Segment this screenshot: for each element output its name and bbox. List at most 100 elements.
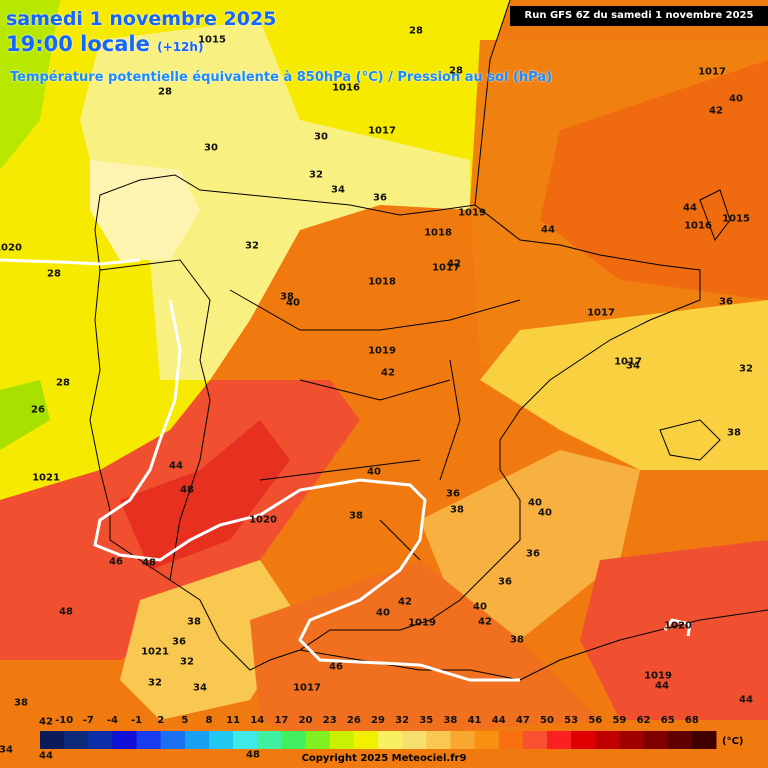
map-value-label: 28 xyxy=(409,25,423,37)
map-value-label: 32 xyxy=(148,677,162,689)
legend-swatch xyxy=(498,731,524,749)
legend-swatch xyxy=(547,731,572,749)
legend-tick-label: 11 xyxy=(226,715,241,726)
field-red-se xyxy=(580,540,768,720)
legend-swatch xyxy=(160,731,186,749)
legend-tick-label: -7 xyxy=(82,715,94,726)
legend-tick-label: -10 xyxy=(55,715,74,726)
field-light-yellow xyxy=(80,20,470,380)
legend-swatch xyxy=(691,731,717,749)
map-value-label: 1019 xyxy=(644,670,672,682)
legend-swatch xyxy=(667,731,693,749)
legend-swatch xyxy=(619,731,645,749)
map-value-label: 38 xyxy=(14,697,28,709)
map-value-label: 38 xyxy=(187,616,201,628)
map-value-label: 1020 xyxy=(664,620,692,632)
legend-tick-label: -4 xyxy=(106,715,118,726)
legend-unit: (°C) xyxy=(722,736,744,747)
map-value-label: 1017 xyxy=(293,682,321,694)
map-value-label: 36 xyxy=(719,296,733,308)
island-mallorca xyxy=(659,419,721,461)
map-value-label: 1020 xyxy=(249,514,277,526)
map-value-label: 28 xyxy=(56,377,70,389)
legend-swatch xyxy=(402,731,427,749)
forecast-local-time: 19:00 locale (+12h) xyxy=(6,32,203,56)
map-value-label: 38 xyxy=(349,510,363,522)
map-value-label: 30 xyxy=(314,131,328,143)
map-value-label: 44 xyxy=(39,750,53,762)
field-orange-south xyxy=(250,560,600,740)
legend-swatch xyxy=(112,731,138,749)
field-pale xyxy=(90,160,200,260)
isotherm-1020-se xyxy=(663,618,692,637)
legend-tick-label: 20 xyxy=(298,715,313,726)
legend-tick-label: -1 xyxy=(131,715,143,726)
map-value-label: 42 xyxy=(381,367,395,379)
field-deep-orange xyxy=(540,60,768,300)
legend-tick-label: 68 xyxy=(684,715,699,726)
map-value-label: 48 xyxy=(59,606,73,618)
map-value-label: 32 xyxy=(245,240,259,252)
legend-swatch xyxy=(64,731,89,749)
map-value-label: 28 xyxy=(449,65,463,77)
map-value-label: 44 xyxy=(655,680,669,692)
legend-swatch xyxy=(233,731,258,749)
map-value-label: 34 xyxy=(626,360,640,372)
legend-tick-label: 23 xyxy=(322,715,337,726)
legend-swatch xyxy=(184,731,210,749)
map-value-label: 40 xyxy=(376,607,390,619)
map-value-label: 42 xyxy=(478,616,492,628)
map-value-label: 28 xyxy=(47,268,61,280)
map-value-label: 1015 xyxy=(722,213,750,225)
map-value-label: 46 xyxy=(329,661,343,673)
legend-swatch xyxy=(329,731,355,749)
map-value-label: 30 xyxy=(204,142,218,154)
map-value-label: 46 xyxy=(109,556,123,568)
legend-swatch xyxy=(88,731,113,749)
field-greenish xyxy=(0,0,60,170)
legend-tick-label: 32 xyxy=(395,715,410,726)
coastline-iberia xyxy=(89,174,701,671)
forecast-date: samedi 1 novembre 2025 xyxy=(6,8,277,30)
map-value-label: 40 xyxy=(473,601,487,613)
legend-tick-label: 65 xyxy=(660,715,675,726)
run-banner: Run GFS 6Z du samedi 1 novembre 2025 xyxy=(510,6,768,26)
map-value-label: 34 xyxy=(331,184,345,196)
map-value-label: 36 xyxy=(446,488,460,500)
field-yellow-south xyxy=(420,450,640,640)
map-value-label: 38 xyxy=(510,634,524,646)
map-value-label: 1017 xyxy=(432,262,460,274)
legend-tick-label: 59 xyxy=(612,715,627,726)
map-value-label: 32 xyxy=(180,656,194,668)
copyright: Copyright 2025 Meteociel.fr9 xyxy=(301,753,467,764)
legend-swatch xyxy=(378,731,403,749)
map-value-label: 48 xyxy=(246,749,260,761)
legend-swatch xyxy=(281,731,307,749)
legend-tick-label: 29 xyxy=(371,715,385,726)
map-value-label: 36 xyxy=(373,192,387,204)
map-value-label: 1017 xyxy=(614,356,642,368)
map-value-label: 48 xyxy=(180,484,194,496)
color-legend xyxy=(40,731,717,749)
map-value-label: 40 xyxy=(528,497,542,509)
legend-tick-label: 5 xyxy=(181,715,189,726)
map-value-label: 1021 xyxy=(141,646,169,658)
map-value-label: 1017 xyxy=(698,66,726,78)
isotherm-1020-west xyxy=(93,299,520,682)
legend-tick-label: 14 xyxy=(250,715,265,726)
map-value-label: 36 xyxy=(498,576,512,588)
map-value-label: 48 xyxy=(142,557,156,569)
field-light-south xyxy=(120,560,300,720)
map-value-label: 36 xyxy=(526,548,540,560)
map-value-label: 1019 xyxy=(408,617,436,629)
map-value-label: 1021 xyxy=(32,472,60,484)
legend-tick-label: 38 xyxy=(443,715,458,726)
map-value-label: 1017 xyxy=(368,125,396,137)
map-value-label: 40 xyxy=(729,93,743,105)
legend-swatch xyxy=(353,731,379,749)
map-value-label: 38 xyxy=(450,504,464,516)
forecast-offset: (+12h) xyxy=(157,40,204,54)
legend-swatch xyxy=(571,731,596,749)
local-time-text: 19:00 locale xyxy=(6,32,150,56)
